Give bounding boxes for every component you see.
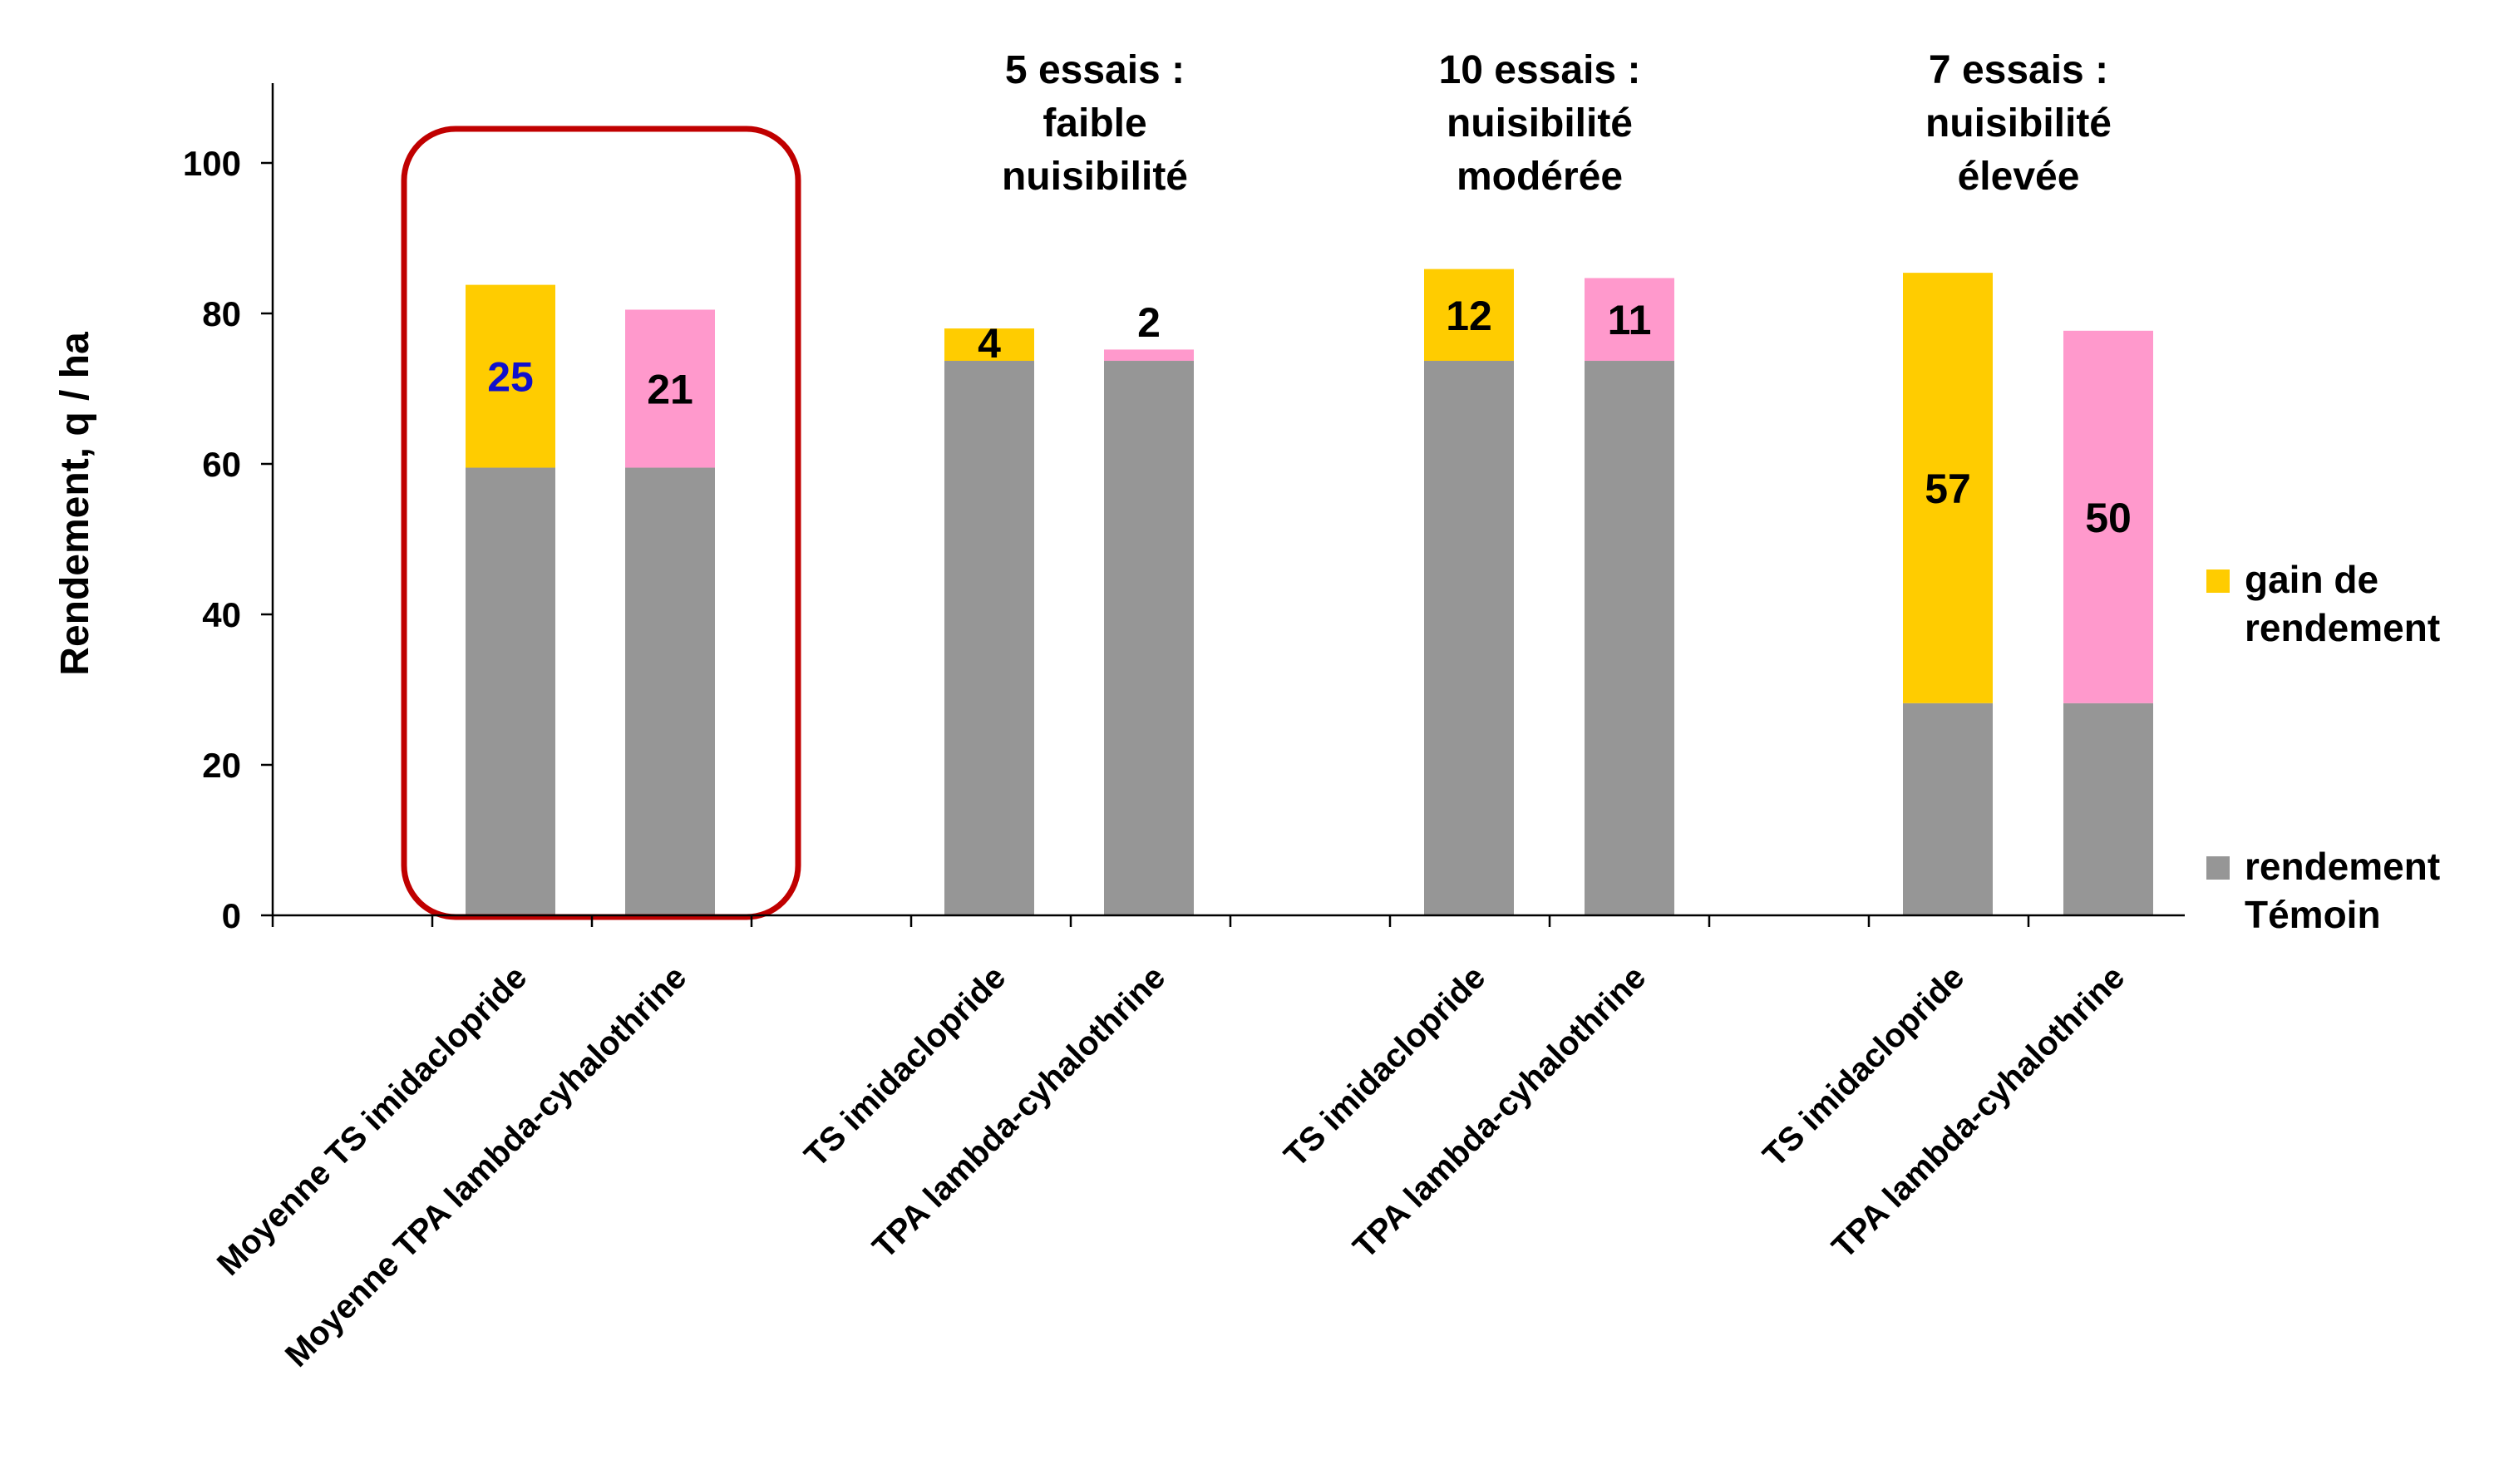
data-label-6: 57 xyxy=(1925,466,1971,512)
bar-base-5 xyxy=(1585,361,1674,915)
legend-label-1-line-1: Témoin xyxy=(2245,893,2381,936)
y-tick-label-2: 40 xyxy=(202,595,241,634)
y-tick-label-4: 80 xyxy=(202,294,241,333)
annotation-1-line-0: 10 essais : xyxy=(1439,48,1641,92)
legend-label-0-line-1: rendement xyxy=(2245,606,2440,649)
annotations-layer: 5 essais : faible nuisibilité 10 essais : nu… xyxy=(1002,48,2112,199)
bar-base-7 xyxy=(2063,703,2153,915)
annotation-2-line-2: élevée xyxy=(1958,155,2080,199)
data-label-1: 21 xyxy=(647,367,693,413)
bar-base-6 xyxy=(1903,703,1993,915)
legend: gain de rendement rendement Témoin xyxy=(2206,558,2440,936)
bar-base-4 xyxy=(1424,361,1514,915)
bar-gain-5 xyxy=(1585,278,1674,362)
data-label-0: 25 xyxy=(487,354,534,401)
data-label-5: 11 xyxy=(1608,297,1652,343)
annotation-0-line-1: faible xyxy=(1043,101,1146,145)
bar-base-0 xyxy=(466,467,555,915)
legend-label-0-line-0: gain de xyxy=(2245,558,2378,601)
annotation-2-line-0: 7 essais : xyxy=(1929,48,2108,92)
data-label-3: 2 xyxy=(1137,299,1161,346)
bar-gain-1 xyxy=(625,309,715,468)
highlight-box xyxy=(401,126,801,920)
x-tick-label-5: TPA lambda-cyhalothrine xyxy=(1346,959,1653,1265)
bar-base-3 xyxy=(1104,361,1194,915)
x-tick-label-0: Moyenne TS imidaclopride xyxy=(210,959,534,1282)
bar-gain-7 xyxy=(2063,330,2153,703)
annotation-2-line-1: nuisibilité xyxy=(1925,101,2112,145)
y-axis-title: Rendement, q / ha xyxy=(53,332,97,676)
bar-base-1 xyxy=(625,467,715,915)
bars-layer: 25 21 4 2 12 11 57 50 xyxy=(466,269,2153,915)
annotation-0-line-0: 5 essais : xyxy=(1005,48,1185,92)
y-tick-label-5: 100 xyxy=(183,144,241,183)
bar-gain-0 xyxy=(466,284,555,468)
bar-base-2 xyxy=(944,361,1034,915)
y-tick-label-3: 60 xyxy=(202,445,241,484)
data-label-2: 4 xyxy=(978,320,1001,367)
legend-swatch-0 xyxy=(2206,569,2230,593)
legend-swatch-1 xyxy=(2206,856,2230,880)
bar-gain-6 xyxy=(1903,273,1993,703)
annotation-0-line-2: nuisibilité xyxy=(1002,155,1188,199)
data-label-4: 12 xyxy=(1446,293,1492,339)
annotation-1-line-2: modérée xyxy=(1457,155,1623,199)
data-label-7: 50 xyxy=(2085,495,2132,541)
bar-gain-4 xyxy=(1424,269,1514,362)
x-tick-label-7: TPA lambda-cyhalothrine xyxy=(1825,959,2132,1265)
bar-gain-2 xyxy=(944,328,1034,362)
legend-label-1-line-0: rendement xyxy=(2245,845,2440,888)
y-tick-label-1: 20 xyxy=(202,746,241,785)
x-tick-label-3: TPA lambda-cyhalothrine xyxy=(865,959,1172,1265)
annotation-1-line-1: nuisibilité xyxy=(1447,101,1633,145)
highlight-layer xyxy=(401,126,801,920)
bar-gain-3 xyxy=(1104,349,1194,362)
y-tick-label-0: 0 xyxy=(222,896,241,935)
